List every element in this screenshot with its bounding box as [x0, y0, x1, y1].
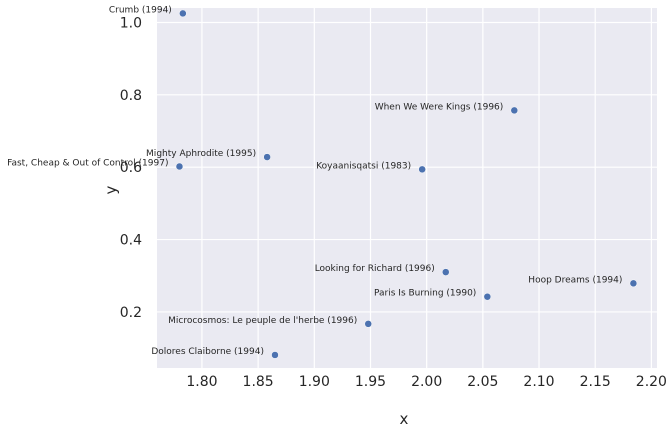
x-tick-label: 2.10: [523, 374, 554, 390]
point-label: Looking for Richard (1996): [315, 264, 435, 274]
data-point: [364, 320, 372, 328]
data-point: [483, 292, 492, 301]
data-point: [442, 268, 450, 276]
data-point: [510, 106, 519, 115]
point-label: Koyaanisqatsi (1983): [316, 161, 411, 171]
x-tick-label: 1.90: [299, 374, 330, 390]
y-axis-title: y: [102, 185, 120, 194]
grid: [157, 8, 657, 368]
data-point: [179, 9, 187, 18]
x-tick-label: 2.00: [411, 374, 442, 390]
point-label: Microcosmos: Le peuple de l'herbe (1996): [168, 316, 357, 326]
data-points: [175, 9, 638, 359]
point-label: Hoop Dreams (1994): [528, 275, 622, 285]
x-tick-label: 1.80: [186, 374, 217, 390]
x-tick-label: 2.15: [580, 374, 611, 390]
x-tick-label: 2.20: [636, 374, 667, 390]
point-label: Paris Is Burning (1990): [374, 289, 476, 299]
point-label: Fast, Cheap & Out of Control (1997): [7, 158, 168, 168]
y-tick-label: 0.4: [120, 233, 142, 249]
x-tick-label: 1.85: [243, 374, 274, 390]
y-tick-label: 0.8: [120, 88, 142, 104]
data-point: [263, 153, 271, 161]
data-point: [175, 162, 184, 171]
x-axis-title: x: [400, 410, 409, 428]
point-label: Mighty Aphrodite (1995): [146, 149, 256, 159]
point-label: When We Were Kings (1996): [375, 102, 504, 112]
point-labels: Crumb (1994) When We Were Kings (1996) Mig…: [7, 5, 622, 357]
y-tick-labels: 0.2 0.4 0.6 0.8 1.0: [120, 15, 142, 320]
plot-background: [157, 8, 657, 368]
y-tick-label: 1.0: [120, 15, 142, 31]
point-label: Dolores Claiborne (1994): [151, 347, 264, 357]
y-tick-label: 0.2: [120, 305, 142, 321]
data-point: [418, 165, 426, 174]
data-point: [629, 279, 638, 288]
y-tick-label: 0.6: [120, 160, 142, 176]
data-point: [271, 351, 279, 359]
point-label: Crumb (1994): [109, 5, 172, 15]
x-tick-labels: 1.80 1.85 1.90 1.95 2.00 2.05 2.10 2.15 2.20: [186, 374, 667, 390]
x-tick-label: 2.05: [467, 374, 498, 390]
x-tick-label: 1.95: [355, 374, 386, 390]
